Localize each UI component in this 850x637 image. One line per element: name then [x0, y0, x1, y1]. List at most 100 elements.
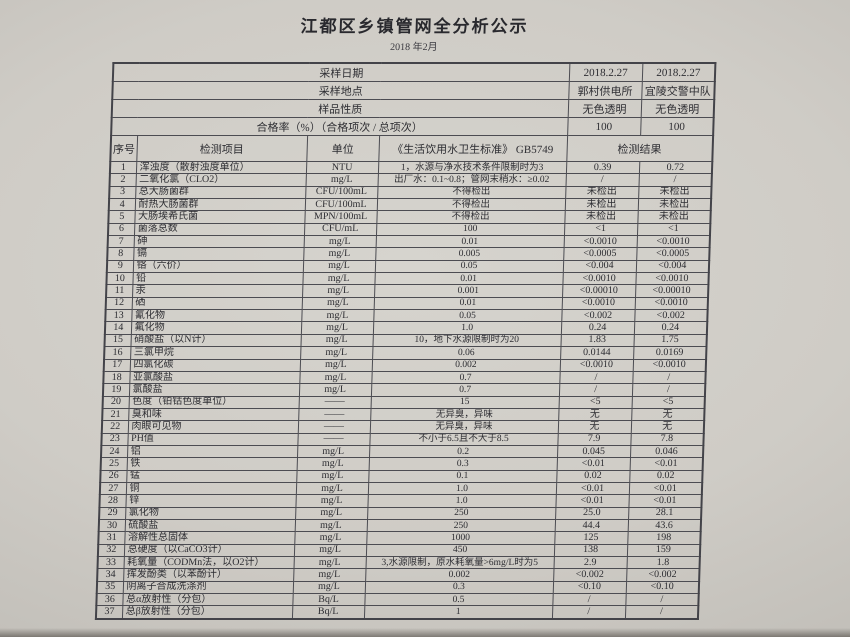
row-number-cell: 8 — [107, 247, 134, 261]
info-label-cell: 样品性质 — [111, 99, 569, 118]
item-name-cell: 铁 — [126, 457, 297, 471]
standard-limit-cell: 不得检出 — [377, 186, 566, 199]
result-cell: / — [565, 173, 639, 187]
result-cell: 28.1 — [628, 507, 702, 520]
row-number-cell: 4 — [108, 198, 136, 211]
result-cell: / — [632, 371, 706, 384]
info-label-cell: 采样日期 — [112, 63, 570, 82]
sampling-info-row: 样品性质 无色透明 无色透明 — [111, 99, 715, 118]
table-row: 15 硝酸盐（以N计） mg/L 10，地下水源限制时为20 1.83 1.75 — [104, 334, 707, 347]
sampling-info-row: 采样地点 郭村供电所 宜陵交警中队 — [112, 81, 715, 100]
table-row: 24 铝 mg/L 0.2 0.045 0.046 — [100, 445, 704, 458]
result-cell: 0.0144 — [560, 346, 634, 359]
row-number-cell: 15 — [104, 334, 131, 347]
table-row: 17 四氯化碳 mg/L 0.002 <0.0010 <0.0010 — [103, 359, 707, 372]
item-name-cell: 浑浊度（散射浊度单位） — [135, 161, 307, 174]
table-row: 25 铁 mg/L 0.3 <0.01 <0.01 — [100, 457, 703, 471]
standard-limit-cell: 0.005 — [375, 247, 564, 261]
item-name-cell: 铜 — [125, 482, 297, 495]
info-value-cell: 郭村供电所 — [568, 81, 642, 100]
row-number-cell: 7 — [107, 235, 134, 248]
table-row: 36 总α放射性（分包） Bq/L 0.5// — [96, 593, 699, 606]
table-row: 35 阴离子合成洗涤剂 mg/L 0.3 <0.10 <0.10 — [96, 581, 700, 594]
result-cell: 0.045 — [556, 445, 631, 458]
result-cell: 159 — [626, 544, 701, 557]
unit-cell: mg/L — [296, 457, 369, 471]
result-cell: <0.01 — [555, 494, 629, 508]
standard-limit-cell: 无异臭，异味 — [369, 420, 559, 434]
result-cell: <0.01 — [556, 457, 630, 471]
unit-cell: mg/L — [296, 470, 369, 483]
result-cell: <0.002 — [553, 568, 627, 582]
col-header-standard: 《生活饮用水卫生标准》 GB5749 — [378, 135, 568, 162]
item-name-cell: 臭和味 — [128, 408, 299, 421]
unit-cell: mg/L — [293, 556, 366, 569]
item-name-cell: 耗氧量（CODMn法，以O2计） — [123, 556, 294, 569]
row-number-cell: 35 — [96, 581, 124, 594]
row-number-cell: 5 — [108, 210, 135, 224]
unit-cell: mg/L — [295, 507, 368, 520]
table-row: 7 砷 mg/L 0.01 <0.0010 <0.0010 — [107, 235, 710, 248]
unit-cell: mg/L — [300, 321, 374, 335]
table-row: 32 总硬度（以CaCO3计） mg/L 450 138 159 — [97, 544, 701, 557]
table-row: 31 溶解性总固体 mg/L 1000 125 198 — [98, 531, 701, 545]
result-cell: <0.10 — [625, 581, 700, 594]
row-number-cell: 26 — [100, 470, 127, 483]
result-cell: 0.24 — [633, 321, 708, 335]
row-number-cell: 28 — [99, 494, 126, 508]
standard-limit-cell: 3,水源限制，原水耗氧量>6mg/L时为5 — [365, 556, 554, 569]
standard-limit-cell: 0.001 — [374, 284, 563, 298]
result-cell: <0.0005 — [563, 247, 637, 261]
item-name-cell: 三氯甲烷 — [130, 346, 301, 359]
table-row: 30 硫酸盐 mg/L 250 44.4 43.6 — [98, 519, 702, 532]
unit-cell: MPN/100mL — [304, 210, 377, 224]
unit-cell: mg/L — [293, 568, 366, 582]
table-row: 9 铬（六价） mg/L 0.05 <0.004 <0.004 — [106, 260, 710, 273]
sampling-info-section: 采样日期 2018.2.27 2018.2.27 采样地点 郭村供电所 宜陵交警中队 样品性… — [111, 63, 716, 136]
standard-limit-cell: 0.002 — [371, 359, 561, 372]
result-cell: 未检出 — [637, 210, 711, 224]
item-name-cell: 氟化物 — [130, 321, 302, 335]
unit-cell: mg/L — [302, 260, 376, 273]
row-number-cell: 33 — [97, 556, 124, 569]
table-row: 12 硒 mg/L 0.01 <0.0010 <0.0010 — [105, 297, 709, 310]
standard-limit-cell: 100 — [375, 223, 565, 236]
row-number-cell: 21 — [102, 408, 129, 421]
standard-limit-cell: 0.01 — [374, 272, 563, 285]
standard-limit-cell: 无异臭，异味 — [370, 408, 559, 421]
row-number-cell: 31 — [98, 531, 125, 545]
result-cell: <0.01 — [628, 482, 703, 495]
result-cell: <0.002 — [561, 309, 635, 322]
standard-limit-cell: 0.7 — [371, 371, 560, 384]
standard-limit-cell: 出厂水：0.1~0.8；管网末稍水：≥0.02 — [377, 173, 566, 187]
unit-cell: mg/L — [294, 519, 368, 532]
item-name-cell: 锰 — [126, 470, 297, 483]
standard-limit-cell: 0.002 — [365, 568, 554, 582]
row-number-cell: 34 — [97, 568, 124, 582]
result-cell: <0.01 — [555, 482, 630, 495]
sampling-info-row: 合格率（%）（合格项次 / 总项次） 100 100 — [111, 117, 714, 136]
standard-limit-cell: 1.0 — [372, 321, 562, 335]
unit-cell: NTU — [305, 161, 379, 174]
item-name-cell: 汞 — [132, 284, 303, 298]
standard-limit-cell: 1.0 — [367, 482, 557, 495]
table-row: 14 氟化物 mg/L 1.0 0.24 0.24 — [104, 321, 708, 335]
table-row: 6 菌落总数 CFU/mL 100 <1 <1 — [107, 223, 711, 236]
table-row: 33 耗氧量（CODMn法，以O2计） mg/L 3,水源限制，原水耗氧量>6mg/L… — [97, 556, 700, 569]
result-cell: 43.6 — [627, 519, 702, 532]
standard-limit-cell: 1000 — [366, 531, 555, 545]
item-name-cell: 镉 — [133, 247, 304, 261]
table-row: 1 浑浊度（散射浊度单位） NTU 1，水源与净水技术条件限制时为3 0.39 0.72 — [109, 161, 713, 174]
unit-cell: Bq/L — [291, 605, 365, 619]
table-row: 10 铅 mg/L 0.01 <0.0010 <0.0010 — [106, 272, 709, 285]
info-value-cell: 100 — [567, 117, 641, 136]
unit-cell: mg/L — [299, 371, 372, 384]
column-header-row: 序号 检测项目 单位 《生活饮用水卫生标准》 GB5749 检测结果 — [110, 135, 714, 162]
row-number-cell: 17 — [103, 359, 131, 372]
document-sheet: 江都区乡镇管网全分析公示 2018 年2月 采样日期 2018.2.27 2018.… — [94, 12, 717, 620]
info-value-cell: 无色透明 — [567, 99, 642, 118]
result-cell: / — [638, 173, 712, 187]
unit-cell: mg/L — [303, 235, 376, 248]
standard-limit-cell: 0.1 — [368, 470, 557, 483]
info-label-cell: 采样地点 — [112, 81, 569, 100]
